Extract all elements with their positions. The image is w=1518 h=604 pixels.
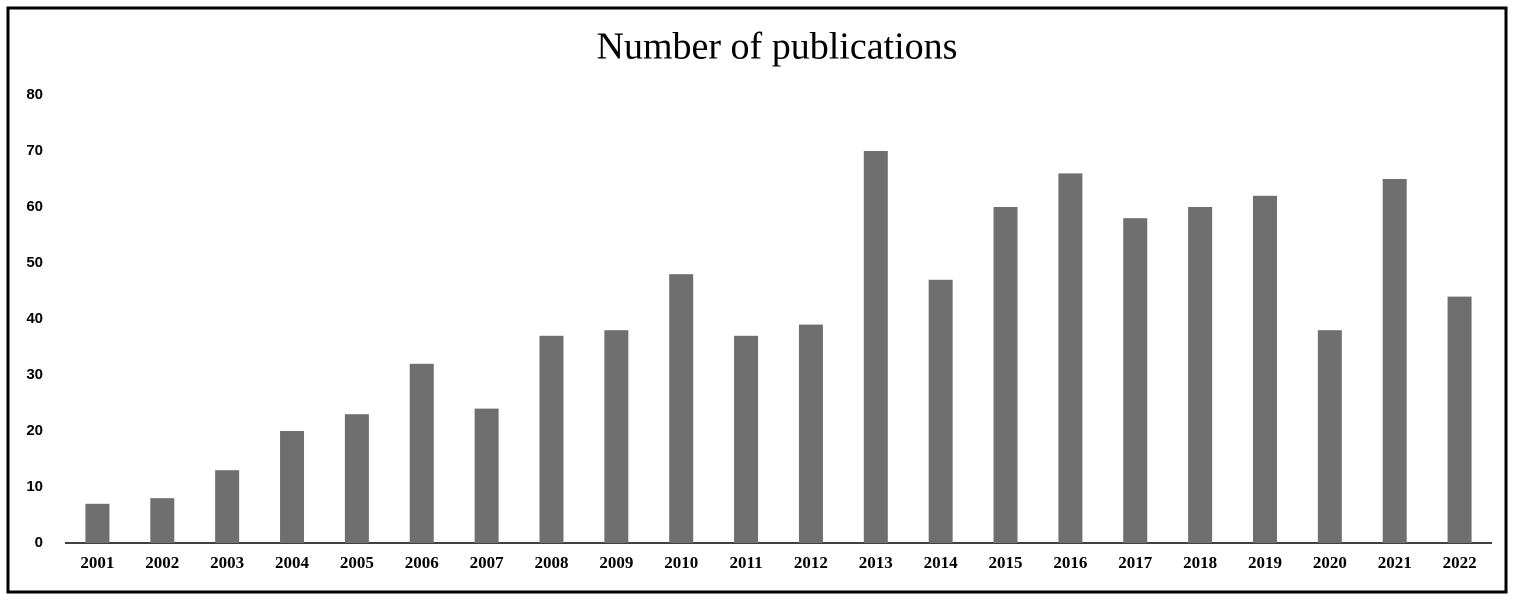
bar bbox=[1252, 195, 1277, 544]
x-tick-label: 2013 bbox=[859, 553, 893, 572]
x-tick-label: 2006 bbox=[405, 553, 439, 572]
bar bbox=[863, 151, 888, 543]
bar bbox=[734, 335, 759, 543]
bar bbox=[215, 470, 240, 543]
x-tick-label: 2022 bbox=[1443, 553, 1477, 572]
x-tick-label: 2017 bbox=[1118, 553, 1153, 572]
chart-title: Number of publications bbox=[597, 26, 958, 68]
x-tick-label: 2020 bbox=[1313, 553, 1347, 572]
x-tick-label: 2021 bbox=[1378, 553, 1412, 572]
x-tick-label: 2011 bbox=[730, 553, 763, 572]
bar bbox=[409, 363, 434, 543]
x-tick-label: 2018 bbox=[1183, 553, 1217, 572]
y-tick-label: 60 bbox=[26, 198, 43, 215]
x-tick-label: 2016 bbox=[1053, 553, 1087, 572]
y-tick-label: 40 bbox=[26, 310, 43, 327]
bar bbox=[993, 207, 1018, 543]
bar bbox=[669, 274, 694, 543]
x-tick-label: 2004 bbox=[275, 553, 310, 572]
x-tick-label: 2002 bbox=[145, 553, 179, 572]
frame bbox=[6, 6, 1508, 594]
bar bbox=[928, 279, 953, 543]
y-tick-label: 70 bbox=[26, 142, 43, 159]
y-tick-label: 50 bbox=[26, 254, 43, 271]
bar bbox=[539, 335, 564, 543]
y-tick-label: 10 bbox=[26, 478, 43, 495]
bar bbox=[1447, 296, 1472, 543]
bar bbox=[1123, 218, 1148, 543]
x-tick-label: 2003 bbox=[210, 553, 244, 572]
bar bbox=[85, 503, 110, 543]
bar bbox=[150, 498, 175, 543]
bar bbox=[798, 324, 823, 543]
x-tick-label: 2007 bbox=[470, 553, 505, 572]
x-tick-label: 2010 bbox=[664, 553, 698, 572]
x-tick-label: 2015 bbox=[989, 553, 1023, 572]
x-tick-label: 2019 bbox=[1248, 553, 1282, 572]
bar bbox=[1317, 330, 1342, 543]
y-tick-label: 20 bbox=[26, 422, 43, 439]
bar bbox=[280, 431, 305, 543]
y-tick-label: 0 bbox=[35, 534, 43, 551]
bar bbox=[474, 408, 499, 543]
x-tick-label: 2008 bbox=[534, 553, 568, 572]
bar bbox=[1058, 173, 1083, 543]
x-tick-label: 2001 bbox=[80, 553, 114, 572]
bar bbox=[1188, 207, 1213, 543]
y-tick-label: 80 bbox=[26, 86, 43, 103]
y-tick-label: 30 bbox=[26, 366, 43, 383]
x-tick-label: 2005 bbox=[340, 553, 374, 572]
bar bbox=[344, 414, 369, 543]
x-tick-label: 2014 bbox=[924, 553, 959, 572]
bar bbox=[1382, 179, 1407, 543]
bar bbox=[604, 330, 629, 543]
x-tick-label: 2012 bbox=[794, 553, 828, 572]
x-tick-label: 2009 bbox=[599, 553, 633, 572]
